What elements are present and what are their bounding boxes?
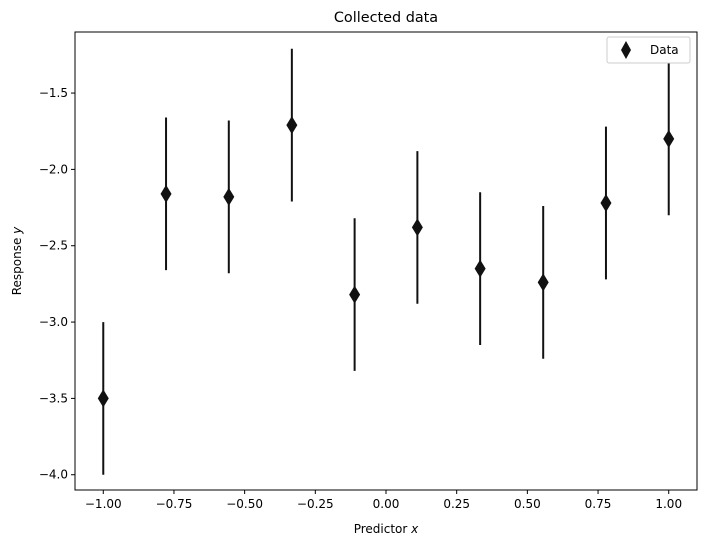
legend-marker-diamond	[621, 41, 631, 59]
x-tick-label: −1.00	[85, 497, 122, 511]
data-point	[600, 193, 612, 212]
x-axis-label-text: Predictor	[354, 522, 408, 536]
x-tick-label: 0.00	[373, 497, 400, 511]
data-point	[160, 184, 172, 203]
y-axis-label-text: Response	[10, 238, 24, 296]
data-point	[411, 218, 423, 237]
data-point	[537, 273, 549, 292]
y-tick-label: −2.5	[39, 239, 68, 253]
y-tick-label: −4.0	[39, 468, 68, 482]
y-tick-label: −1.5	[39, 86, 68, 100]
legend: Data	[606, 36, 691, 64]
x-tick-label: 0.50	[514, 497, 541, 511]
y-tick-label: −2.0	[39, 162, 68, 176]
data-point	[223, 187, 235, 206]
plot-frame	[74, 31, 698, 491]
x-tick-label: −0.75	[156, 497, 193, 511]
x-tick-label: −0.50	[226, 497, 263, 511]
x-tick-label: 0.75	[585, 497, 612, 511]
chart-title: Collected data	[334, 10, 438, 26]
x-tick-label: 1.00	[655, 497, 682, 511]
data-point	[286, 116, 298, 135]
x-axis-label-var: x	[410, 522, 419, 536]
data-point	[474, 259, 486, 278]
x-tick-label: −0.25	[297, 497, 334, 511]
plot-marks	[97, 48, 675, 475]
legend-box	[606, 36, 691, 64]
legend-label: Data	[650, 43, 679, 57]
y-axis-label: Response y	[10, 226, 24, 295]
data-point	[663, 129, 675, 148]
y-tick-label: −3.5	[39, 391, 68, 405]
x-axis-label: Predictor x	[354, 522, 419, 536]
y-axis-ticks: −4.0 −3.5 −3.0 −2.5 −2.0 −1.5	[39, 86, 75, 482]
y-tick-label: −3.0	[39, 315, 68, 329]
y-axis-label-var: y	[10, 226, 24, 235]
data-point	[97, 389, 109, 408]
data-point	[349, 285, 361, 304]
x-tick-label: 0.25	[443, 497, 470, 511]
x-axis-ticks: −1.00 −0.75 −0.50 −0.25 0.00 0.25 0.50 0.75 1.00	[85, 490, 682, 511]
